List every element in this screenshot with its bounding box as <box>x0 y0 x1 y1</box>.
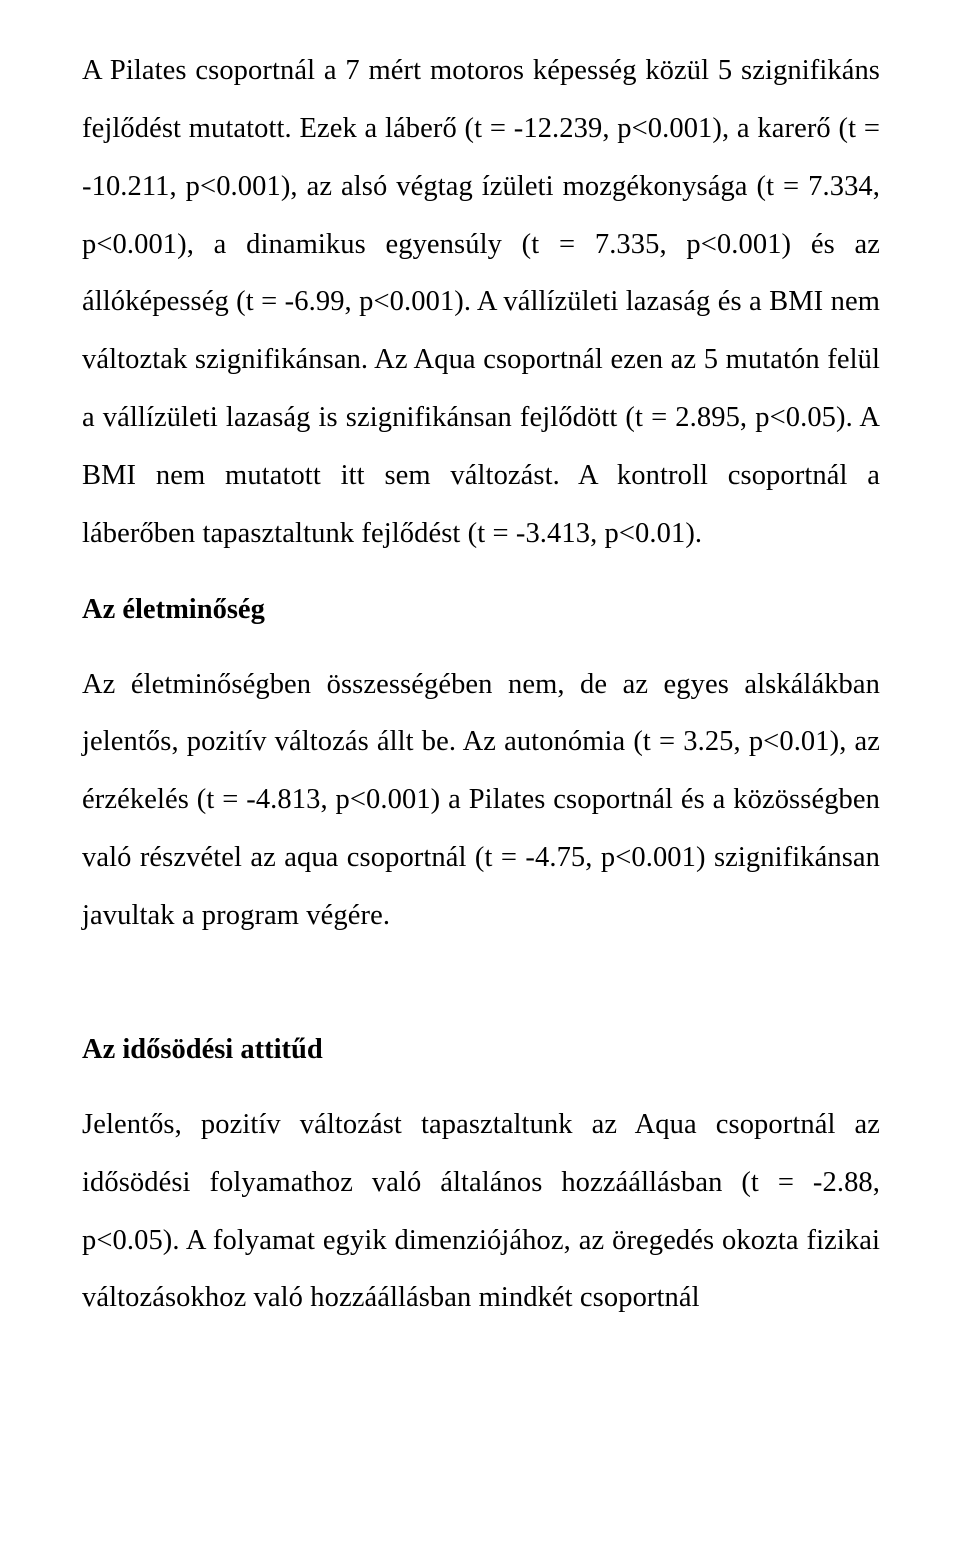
section-gap <box>82 963 880 1003</box>
paragraph-1: A Pilates csoportnál a 7 mért motoros ké… <box>82 42 880 563</box>
paragraph-3: Jelentős, pozitív változást tapasztaltun… <box>82 1096 880 1327</box>
document-page: A Pilates csoportnál a 7 mért motoros ké… <box>0 0 960 1560</box>
paragraph-2: Az életminőségben összességében nem, de … <box>82 656 880 945</box>
heading-quality-of-life: Az életminőség <box>82 581 880 638</box>
heading-aging-attitude: Az idősödési attitűd <box>82 1021 880 1078</box>
